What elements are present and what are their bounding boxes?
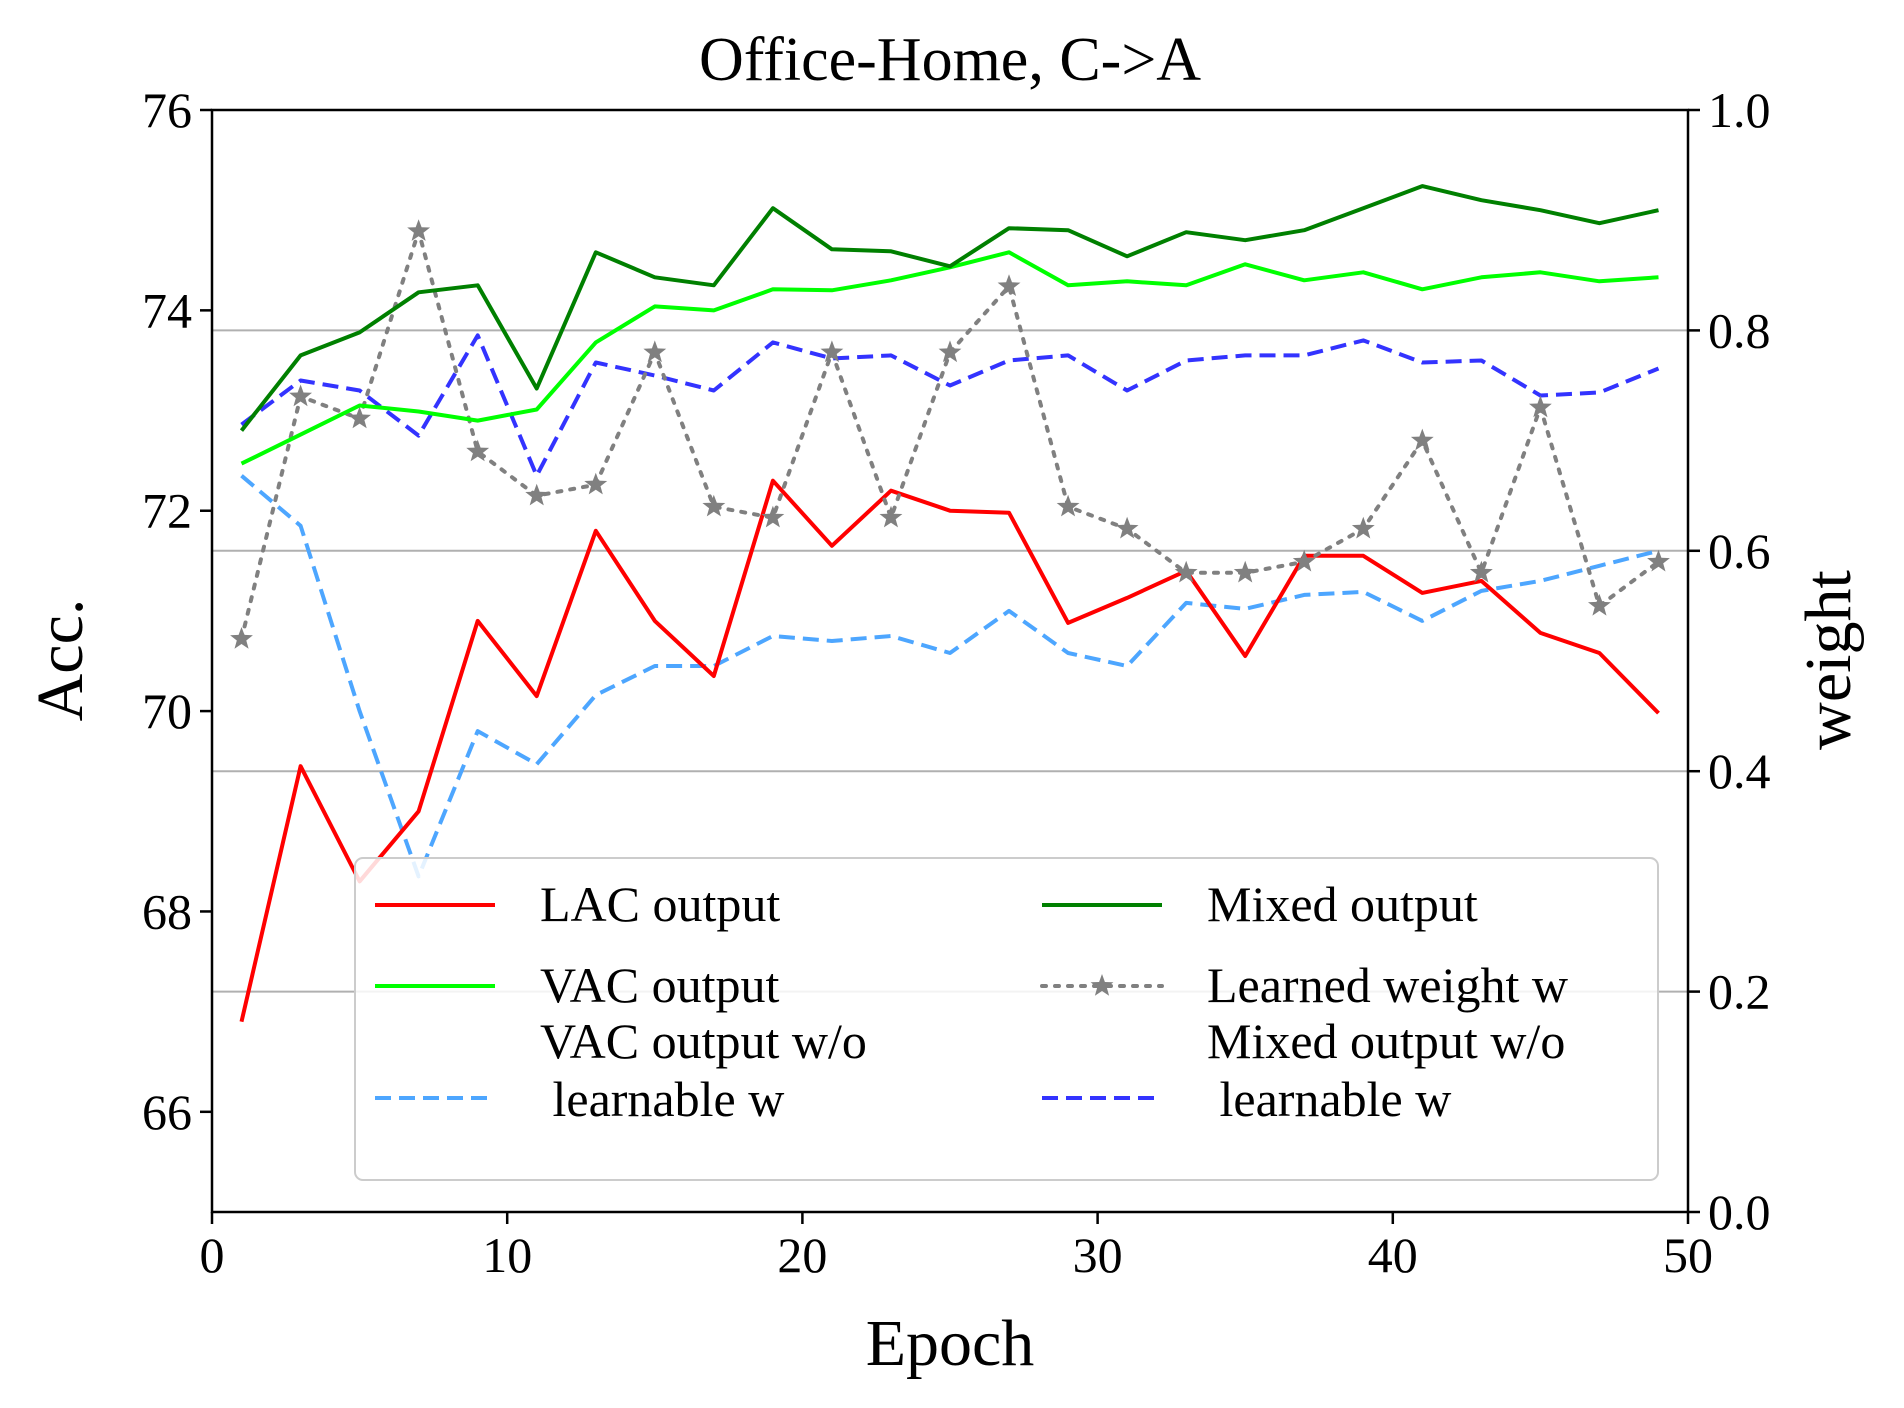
- y-tick-label: 72: [142, 483, 192, 539]
- legend-label: VAC output: [540, 957, 780, 1013]
- weight-point: [289, 384, 312, 407]
- weight-point: [230, 627, 253, 649]
- series-line-0: [239, 478, 1660, 1023]
- series-line-5: [240, 333, 1660, 478]
- series-line-4: [240, 474, 1659, 879]
- weight-point: [1351, 516, 1375, 539]
- weight-point: [643, 340, 667, 363]
- series-layer: [230, 184, 1670, 1023]
- y2-tick-label: 0.8: [1708, 302, 1771, 358]
- weight-point: [348, 406, 371, 429]
- axes: 0 10 20 30 40 50 66 68 70 72 74 76 0.0 0.2 0.4 0.6 0.8 1.…: [142, 82, 1771, 1283]
- weight-point: [761, 505, 785, 528]
- legend-label: LAC output: [540, 876, 780, 932]
- legend-label: Mixed output w/o learnable w: [1207, 1013, 1565, 1127]
- series-line-1: [239, 184, 1659, 432]
- weight-point: [820, 340, 844, 363]
- x-tick-label: 50: [1663, 1227, 1713, 1283]
- y-tick-label: 70: [142, 683, 192, 739]
- weight-point: [938, 340, 962, 363]
- x-tick-label: 40: [1368, 1227, 1418, 1283]
- weight-point: [1056, 494, 1080, 517]
- weight-point: [1115, 516, 1139, 539]
- y-tick-label: 68: [142, 883, 192, 939]
- legend-marker: [1090, 974, 1114, 996]
- x-tick-label: 30: [1073, 1227, 1123, 1283]
- x-tick-label: 20: [777, 1227, 827, 1283]
- legend-label: Mixed output: [1207, 876, 1478, 932]
- weight-point: [1529, 395, 1552, 418]
- weight-point: [1410, 428, 1434, 451]
- y-axis-label: Acc.: [24, 599, 97, 722]
- x-axis-label: Epoch: [866, 1307, 1035, 1380]
- weight-point: [584, 472, 608, 495]
- weight-point: [525, 483, 549, 506]
- y2-tick-label: 0.0: [1708, 1184, 1771, 1240]
- x-tick-label: 0: [200, 1227, 225, 1283]
- weight-point: [1588, 593, 1611, 616]
- y-tick-label: 74: [142, 282, 192, 338]
- weight-point: [997, 274, 1021, 296]
- weight-point: [407, 219, 431, 241]
- chart-title: Office-Home, C->A: [699, 26, 1201, 94]
- weight-point: [1469, 560, 1493, 583]
- weight-point: [466, 439, 490, 462]
- weight-point: [879, 505, 903, 528]
- y-tick-label: 66: [142, 1084, 192, 1140]
- plot-frame: [210, 108, 1690, 1214]
- weight-point: [1233, 560, 1257, 583]
- y2-tick-label: 0.2: [1708, 964, 1771, 1020]
- legend-box: [354, 857, 1659, 1181]
- y2-tick-label: 1.0: [1708, 82, 1771, 138]
- legend-label: Learned weight w: [1207, 957, 1568, 1013]
- weight-point: [1647, 549, 1670, 572]
- y2-tick-label: 0.6: [1708, 523, 1771, 579]
- weight-point: [1292, 549, 1316, 572]
- x-tick-label: 10: [482, 1227, 532, 1283]
- weight-point: [1174, 560, 1198, 583]
- y-tick-label: 76: [142, 82, 192, 138]
- legend-label: VAC output w/o learnable w: [540, 1013, 867, 1127]
- y2-axis-label: weight: [1792, 570, 1865, 750]
- legend: LAC output Mixed output VAC output Learned …: [354, 857, 1659, 1181]
- y2-tick-label: 0.4: [1708, 743, 1771, 799]
- weight-point: [702, 494, 726, 517]
